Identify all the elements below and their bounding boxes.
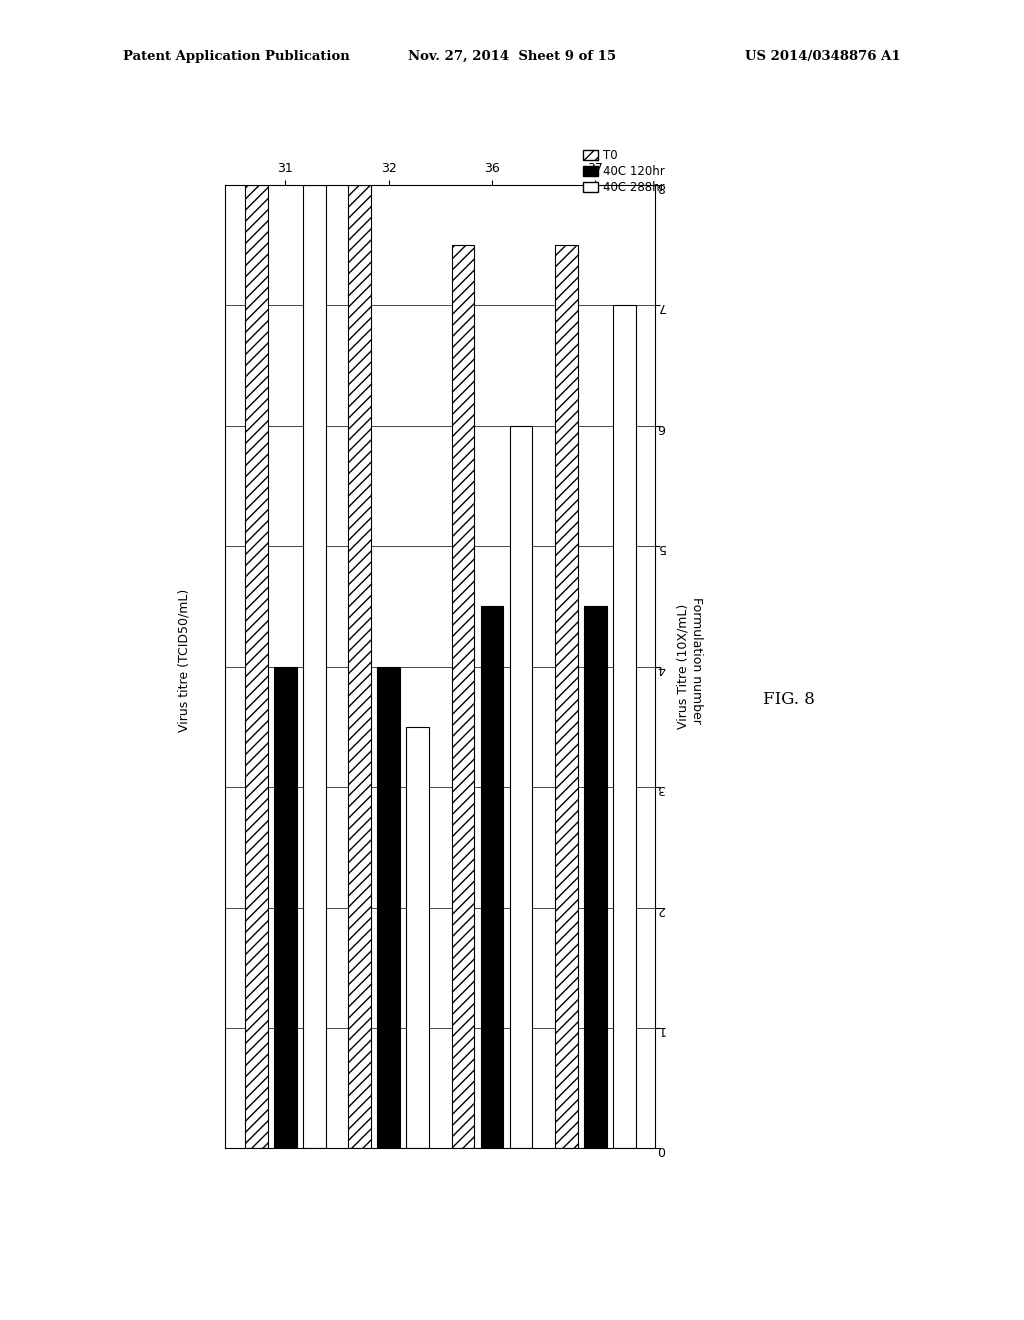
Bar — [480, 606, 504, 1148]
Text: Nov. 27, 2014  Sheet 9 of 15: Nov. 27, 2014 Sheet 9 of 15 — [408, 50, 616, 63]
Text: Patent Application Publication: Patent Application Publication — [123, 50, 349, 63]
Text: US 2014/0348876 A1: US 2014/0348876 A1 — [745, 50, 901, 63]
Bar — [555, 246, 578, 1148]
Legend: T0, 40C 120hr, 40C 288hr: T0, 40C 120hr, 40C 288hr — [579, 144, 670, 199]
Bar — [452, 246, 474, 1148]
Bar — [273, 667, 297, 1148]
Text: FIG. 8: FIG. 8 — [763, 692, 814, 708]
Bar — [348, 185, 371, 1148]
Bar — [584, 606, 607, 1148]
Bar — [613, 305, 636, 1148]
Text: Virus titre (TCID50/mL): Virus titre (TCID50/mL) — [178, 589, 190, 731]
Bar — [377, 667, 400, 1148]
Bar — [245, 185, 267, 1148]
Bar — [510, 425, 532, 1148]
Bar — [303, 185, 326, 1148]
Bar — [407, 727, 429, 1148]
Y-axis label: Virus Titre (10X/mL): Virus Titre (10X/mL) — [676, 605, 689, 729]
Text: Formulation number: Formulation number — [690, 597, 702, 723]
